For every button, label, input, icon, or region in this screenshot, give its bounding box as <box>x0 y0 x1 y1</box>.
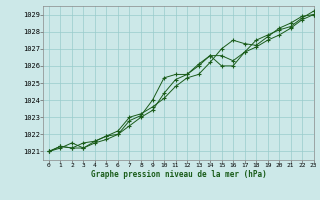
X-axis label: Graphe pression niveau de la mer (hPa): Graphe pression niveau de la mer (hPa) <box>91 170 266 179</box>
